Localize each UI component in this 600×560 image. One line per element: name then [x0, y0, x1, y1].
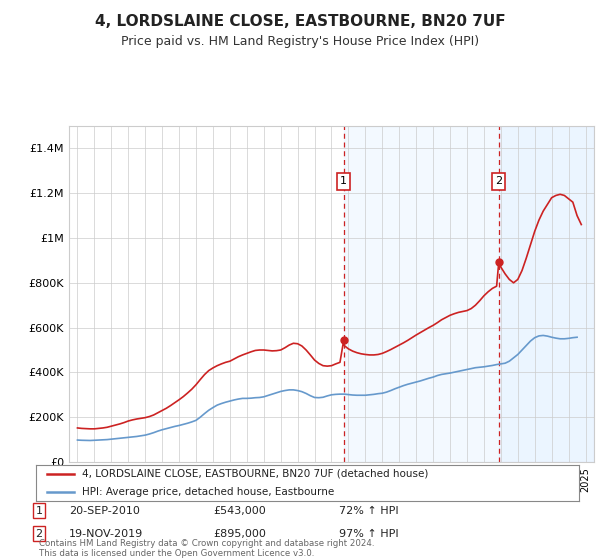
Text: 19-NOV-2019: 19-NOV-2019 [69, 529, 143, 539]
Text: 2: 2 [35, 529, 43, 539]
Text: 72% ↑ HPI: 72% ↑ HPI [339, 506, 398, 516]
Text: £895,000: £895,000 [213, 529, 266, 539]
Text: Price paid vs. HM Land Registry's House Price Index (HPI): Price paid vs. HM Land Registry's House … [121, 35, 479, 48]
Text: 1: 1 [340, 176, 347, 186]
Bar [499, 126, 594, 462]
Text: 20-SEP-2010: 20-SEP-2010 [69, 506, 140, 516]
Text: £543,000: £543,000 [213, 506, 266, 516]
Text: 1: 1 [35, 506, 43, 516]
Text: 4, LORDSLAINE CLOSE, EASTBOURNE, BN20 7UF (detached house): 4, LORDSLAINE CLOSE, EASTBOURNE, BN20 7U… [82, 469, 428, 479]
Text: Contains HM Land Registry data © Crown copyright and database right 2024.
This d: Contains HM Land Registry data © Crown c… [39, 539, 374, 558]
Text: 2: 2 [495, 176, 502, 186]
Text: 4, LORDSLAINE CLOSE, EASTBOURNE, BN20 7UF: 4, LORDSLAINE CLOSE, EASTBOURNE, BN20 7U… [95, 14, 505, 29]
Text: HPI: Average price, detached house, Eastbourne: HPI: Average price, detached house, East… [82, 487, 334, 497]
Text: 97% ↑ HPI: 97% ↑ HPI [339, 529, 398, 539]
Bar [344, 126, 594, 462]
